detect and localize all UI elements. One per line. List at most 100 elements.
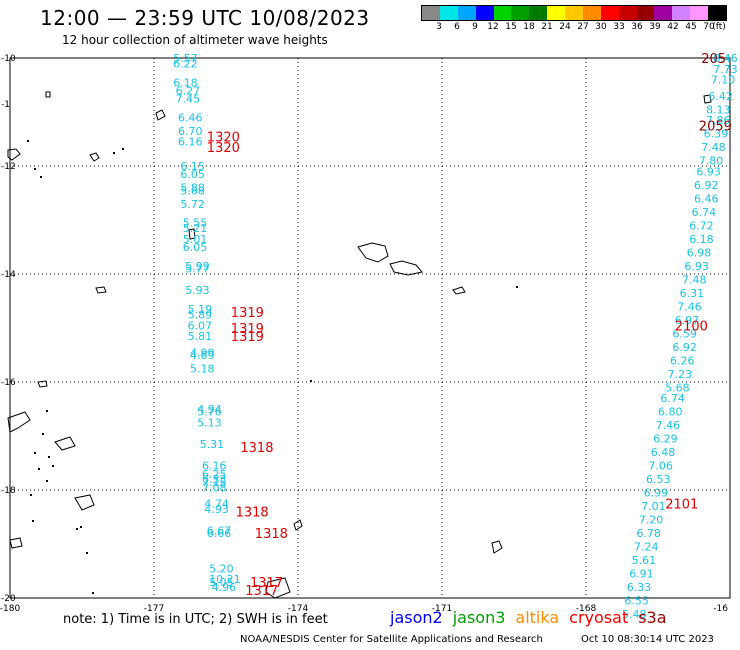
generation-timestamp: Oct 10 08:30:14 UTC 2023	[581, 634, 714, 645]
island-c	[7, 148, 21, 161]
island-dot	[46, 410, 48, 412]
wave-height-label: 4.93	[204, 503, 229, 516]
longitude-label: -174	[288, 604, 309, 614]
wave-height-label: 6.46	[694, 192, 719, 205]
island-dot	[27, 140, 29, 142]
colorbar-swatch	[565, 6, 583, 20]
wave-height-label: 6.33	[627, 581, 652, 594]
graticule	[10, 58, 730, 598]
latitude-label: -1	[1, 100, 10, 110]
colorbar-tick-label: 15	[505, 22, 517, 32]
island-dot	[52, 465, 54, 467]
time-label: 2059	[699, 120, 732, 135]
credit-line: NOAA/NESDIS Center for Satellite Applica…	[240, 634, 543, 645]
island-h	[37, 380, 48, 388]
wave-height-label: 7.48	[682, 273, 707, 286]
time-label: 1320	[207, 130, 240, 145]
wave-height-label: 6.99	[644, 487, 669, 500]
colorbar-swatch	[618, 6, 637, 20]
latitude-label: -16	[1, 378, 16, 388]
colorbar-tick-label: 9	[472, 22, 478, 32]
footnote: note: 1) Time is in UTC; 2) SWH is in fe…	[63, 612, 328, 627]
time-labels: 1320132013191319131913181318131813171317…	[207, 52, 732, 599]
latitude-label: -14	[1, 270, 16, 280]
land-outlines	[7, 91, 712, 599]
wave-height-label: 6.97	[675, 314, 700, 327]
samoa-savaii	[389, 260, 423, 276]
island-wallis	[155, 109, 166, 121]
island-i	[703, 94, 712, 104]
wave-height-label: 5.55	[183, 217, 208, 230]
island-dot	[80, 526, 82, 528]
wave-height-label: 5.88	[180, 182, 205, 195]
time-label: 1317	[245, 584, 278, 599]
wave-height-label: 6.22	[173, 57, 198, 70]
island-dot	[86, 552, 88, 554]
wave-height-label: 6.25	[202, 468, 227, 481]
wave-height-label: 4.99	[190, 346, 215, 359]
wave-height-label: 5.93	[185, 284, 210, 297]
colorbar-tick-label: 70	[703, 22, 715, 32]
longitude-label: -168	[576, 604, 597, 614]
satellite-legend-item: jason2	[390, 608, 443, 627]
wave-height-label: 5.68	[665, 381, 690, 394]
island-a	[45, 91, 51, 98]
wave-height-label: 6.74	[692, 206, 717, 219]
wave-height-label: 4.69	[190, 349, 215, 362]
satellite-legend-item: cryosat	[569, 608, 629, 627]
island-f	[491, 540, 503, 554]
colorbar-tick-label: 30	[595, 22, 607, 32]
longitude-label: -180	[0, 604, 20, 614]
satellite-legend-item: s3a	[638, 608, 667, 627]
wave-height-label: 6.55	[624, 595, 649, 608]
colorbar-swatch	[654, 6, 673, 20]
latitude-label: -20	[1, 594, 16, 604]
wave-height-label: 6.16	[178, 136, 203, 149]
colorbar-swatch	[529, 6, 548, 20]
wave-height-label: 7.46	[677, 300, 702, 313]
wave-height-label: 6.70	[178, 125, 203, 138]
wave-height-label: 6.46	[178, 111, 203, 124]
wave-height-label: 7.46	[656, 419, 681, 432]
island-g	[188, 228, 196, 240]
wave-height-label: 7.08	[202, 481, 227, 494]
wave-height-label: 5.13	[197, 417, 222, 430]
wave-height-label: 7.06	[648, 460, 673, 473]
longitude-label: -16	[713, 604, 728, 614]
wave-height-label: 6.92	[694, 179, 719, 192]
island-d	[95, 286, 107, 294]
chart-subtitle: 12 hour collection of altimeter wave hei…	[62, 33, 328, 47]
fiji-4	[9, 537, 23, 549]
time-label: 1319	[231, 322, 264, 337]
wave-height-label: 6.67	[207, 525, 232, 538]
colorbar-swatch	[439, 6, 458, 20]
colorbar-swatch	[582, 6, 601, 20]
time-label: 2100	[675, 319, 708, 334]
wave-height-label: 6.16	[202, 460, 227, 473]
wave-height-label: 6.48	[651, 446, 676, 459]
wave-height-label: 6.42	[708, 90, 733, 103]
colorbar-tick-label: 3	[436, 22, 442, 32]
wave-height-label: 7.48	[701, 141, 726, 154]
wave-height-label: 5.68	[180, 184, 205, 197]
wave-height-label: 7.20	[639, 514, 664, 527]
colorbar-tick-label: 18	[523, 22, 535, 32]
colorbar-swatch	[422, 6, 440, 20]
wave-height-label: 6.92	[672, 341, 697, 354]
wave-height-label: 5.72	[180, 198, 205, 211]
small-islands	[27, 140, 518, 594]
island-dot	[310, 380, 312, 382]
time-label: 2101	[665, 498, 698, 513]
latitude-label: -12	[1, 162, 16, 172]
wave-height-label: 6.72	[689, 219, 714, 232]
wave-height-label: 6.98	[687, 246, 712, 259]
wave-height-label: 6.91	[629, 568, 654, 581]
satellite-legend: jason2 jason3 altika cryosat s3a	[390, 608, 677, 627]
chart-title: 12:00 — 23:59 UTC 10/08/2023	[40, 6, 370, 30]
time-label: 205	[701, 52, 726, 67]
colorbar-swatch	[457, 6, 476, 20]
wave-height-label: 6.59	[672, 327, 697, 340]
wave-height-label: 6.93	[696, 165, 721, 178]
colorbar-swatch	[690, 6, 708, 20]
